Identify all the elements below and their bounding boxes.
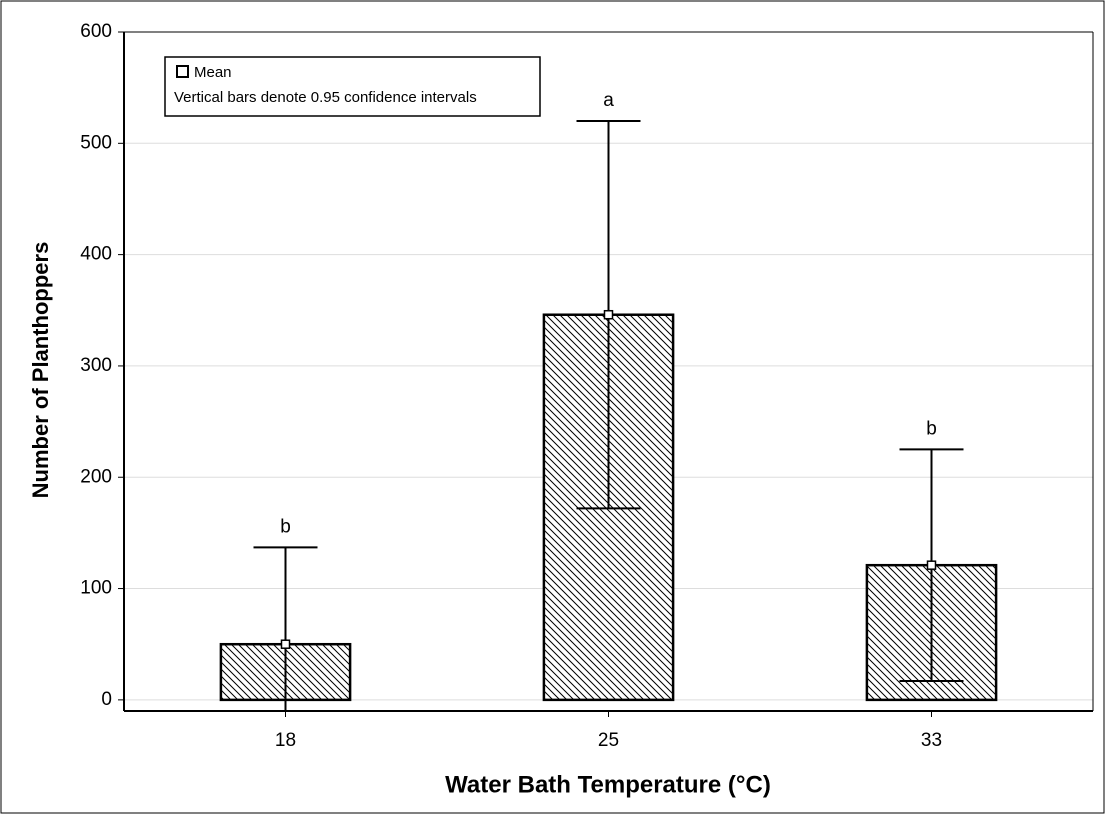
x-tick-label: 18 xyxy=(275,730,296,751)
mean-marker xyxy=(603,309,614,320)
annotation: a xyxy=(603,90,614,111)
y-tick-label: 400 xyxy=(80,244,112,265)
x-tick-label: 25 xyxy=(598,730,619,751)
y-tick-label: 200 xyxy=(80,466,112,487)
legend-marker xyxy=(176,65,189,78)
plot-area xyxy=(219,120,998,711)
annotation: b xyxy=(280,516,291,537)
y-tick-label: 600 xyxy=(80,21,112,42)
legend-label: Mean xyxy=(194,64,232,81)
mean-marker xyxy=(280,639,291,649)
legend-box xyxy=(164,56,541,117)
legend-note: Vertical bars denote 0.95 confidence int… xyxy=(174,89,477,106)
annotation: b xyxy=(926,418,937,439)
y-tick-label: 300 xyxy=(80,355,112,376)
x-tick-label: 33 xyxy=(921,730,942,751)
x-axis-label: Water Bath Temperature (°C) xyxy=(445,771,771,798)
y-axis-label: Number of Planthoppers xyxy=(28,242,53,499)
y-tick-label: 100 xyxy=(80,578,112,599)
y-tick-label: 0 xyxy=(101,689,112,710)
y-tick-label: 500 xyxy=(80,132,112,153)
mean-marker xyxy=(926,560,937,570)
